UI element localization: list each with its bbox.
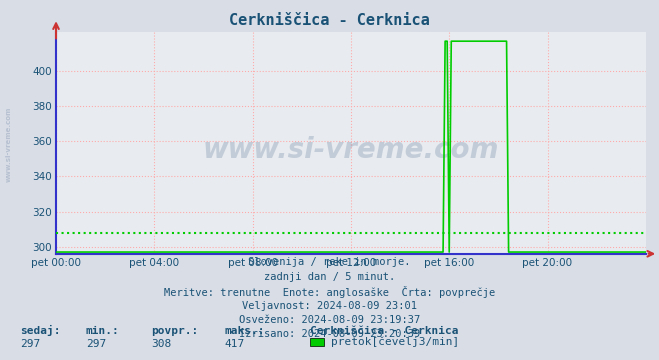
Text: 297: 297 xyxy=(86,339,106,350)
Text: www.si-vreme.com: www.si-vreme.com xyxy=(5,106,11,182)
Text: zadnji dan / 5 minut.: zadnji dan / 5 minut. xyxy=(264,272,395,282)
Text: sedaj:: sedaj: xyxy=(20,325,60,336)
Text: 308: 308 xyxy=(152,339,172,350)
Text: Cerkniščica - Cerknica: Cerkniščica - Cerknica xyxy=(229,13,430,28)
Text: povpr.:: povpr.: xyxy=(152,326,199,336)
Text: Osveženo: 2024-08-09 23:19:37: Osveženo: 2024-08-09 23:19:37 xyxy=(239,315,420,325)
Text: 297: 297 xyxy=(20,339,40,350)
Text: min.:: min.: xyxy=(86,326,119,336)
Text: pretok[čevelj3/min]: pretok[čevelj3/min] xyxy=(331,336,459,347)
Text: www.si-vreme.com: www.si-vreme.com xyxy=(203,136,499,164)
Text: Cerkniščica - Cerknica: Cerkniščica - Cerknica xyxy=(310,326,458,336)
Text: Izrisano: 2024-08-09 23:20:39: Izrisano: 2024-08-09 23:20:39 xyxy=(239,329,420,339)
Text: Slovenija / reke in morje.: Slovenija / reke in morje. xyxy=(248,257,411,267)
Text: 417: 417 xyxy=(224,339,244,350)
Text: Veljavnost: 2024-08-09 23:01: Veljavnost: 2024-08-09 23:01 xyxy=(242,301,417,311)
Text: maks.:: maks.: xyxy=(224,326,264,336)
Text: Meritve: trenutne  Enote: anglosaške  Črta: povprečje: Meritve: trenutne Enote: anglosaške Črta… xyxy=(164,286,495,298)
